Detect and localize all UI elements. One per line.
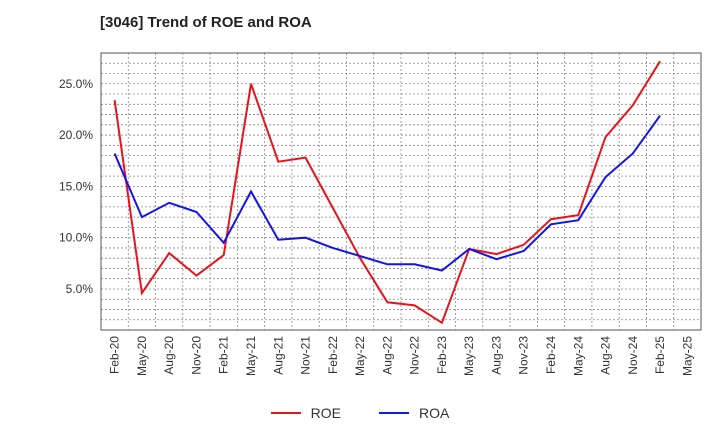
legend-swatch-roe [270, 412, 301, 414]
x-tick-label: Nov-23 [517, 336, 531, 375]
legend-item-roe: ROE [270, 405, 341, 421]
grid-lines [101, 53, 701, 330]
y-tick-label: 20.0% [59, 128, 93, 142]
x-tick-label: Feb-23 [435, 336, 449, 374]
y-axis-tick-labels: 5.0% 10.0% 15.0% 20.0% 25.0% [59, 77, 93, 296]
x-tick-label: Feb-25 [653, 336, 667, 374]
series-line-roe [113, 60, 661, 325]
y-tick-label: 10.0% [59, 231, 93, 245]
chart-title: [3046] Trend of ROE and ROA [100, 14, 312, 31]
x-tick-label: Nov-20 [189, 336, 203, 375]
legend-label-roe: ROE [310, 405, 341, 421]
legend-item-roa: ROA [379, 405, 449, 421]
y-tick-label: 5.0% [66, 282, 94, 296]
x-tick-label: May-20 [135, 336, 149, 376]
x-tick-label: Feb-22 [326, 336, 340, 374]
x-tick-label: Feb-24 [544, 336, 558, 374]
x-tick-label: Aug-21 [271, 336, 285, 375]
x-tick-label: Nov-21 [299, 336, 313, 375]
legend-label-roa: ROA [419, 405, 450, 421]
x-tick-label: Aug-24 [599, 336, 613, 375]
series-lines [113, 60, 661, 325]
x-tick-label: May-23 [462, 336, 476, 376]
x-tick-label: Feb-20 [108, 336, 122, 374]
legend: ROE ROA [0, 405, 720, 421]
x-tick-label: Nov-22 [408, 336, 422, 375]
plot-frame [100, 52, 702, 331]
x-tick-label: May-25 [680, 336, 694, 376]
x-tick-label: Aug-23 [489, 336, 503, 375]
x-tick-label: Aug-20 [162, 336, 176, 375]
x-axis-tick-labels: Feb-20 May-20 Aug-20 Nov-20 Feb-21 May-21 Aug-… [108, 336, 695, 376]
x-tick-label: Aug-22 [380, 336, 394, 375]
legend-swatch-roa [379, 412, 409, 414]
y-tick-label: 15.0% [59, 179, 93, 193]
series-line-roa [113, 115, 661, 272]
x-tick-label: May-21 [244, 336, 258, 376]
x-tick-label: Feb-21 [217, 336, 231, 374]
x-tick-label: Nov-24 [626, 336, 640, 375]
x-tick-label: May-22 [353, 336, 367, 376]
y-tick-label: 25.0% [59, 77, 93, 91]
x-tick-label: May-24 [571, 336, 585, 376]
